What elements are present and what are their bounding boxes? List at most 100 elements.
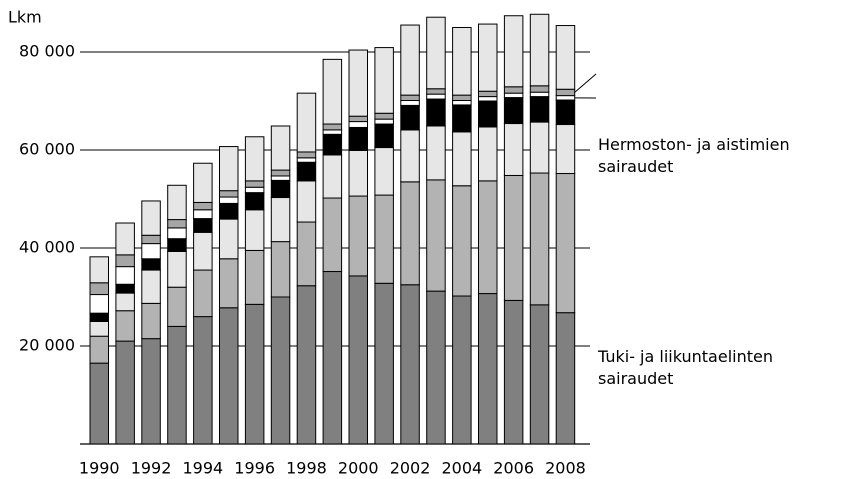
bar-segment <box>270 197 291 243</box>
bar-segment <box>193 209 213 220</box>
x-tick-label: 1990 <box>79 459 120 478</box>
bar-segment <box>219 146 239 192</box>
bar-segment <box>555 88 576 97</box>
bar-segment <box>296 151 317 159</box>
bar-segment <box>400 100 420 106</box>
bar-segment <box>89 321 109 337</box>
bar-segment <box>374 47 394 114</box>
bar-segment <box>452 185 472 297</box>
bar-segment <box>219 218 239 260</box>
bar-segment <box>167 227 187 240</box>
bar-segment <box>193 269 213 318</box>
x-tick-label: 2002 <box>390 459 431 478</box>
y-tick-label: 80 000 <box>19 42 75 61</box>
bar-segment <box>270 241 291 298</box>
legend-line: Tuki- ja liikuntaelinten <box>597 347 778 366</box>
bar-segment <box>478 100 498 128</box>
bar-segment <box>115 266 135 285</box>
bar-segment <box>426 290 446 445</box>
bar-segment <box>348 115 368 123</box>
bar-segment <box>503 92 524 99</box>
x-tick-label: 1996 <box>234 459 275 478</box>
bar-segment <box>529 13 550 87</box>
bar-segment <box>555 124 576 175</box>
bar-segment <box>296 285 317 445</box>
bar-segment <box>452 100 472 106</box>
bar-segment <box>89 294 109 314</box>
bar-segment <box>503 174 524 301</box>
bar-segment <box>193 201 213 211</box>
bar-segment <box>400 129 420 183</box>
bar-segment <box>193 162 213 203</box>
bar-segment <box>503 123 524 176</box>
bar-segment <box>167 325 187 445</box>
bar-segment <box>322 197 343 273</box>
bar-segment <box>141 269 161 304</box>
bar-segment <box>426 179 446 292</box>
bar-segment <box>141 258 161 271</box>
bar-segment <box>115 222 135 256</box>
bar-segment <box>219 190 239 198</box>
bar-segment <box>322 58 343 125</box>
bar-segment <box>322 271 343 445</box>
bar-segment <box>115 340 135 445</box>
bar-segment <box>348 195 368 277</box>
y-tick-label: 60 000 <box>19 140 75 159</box>
bar-segment <box>89 312 109 323</box>
bar-segment <box>270 175 291 181</box>
bar-segment <box>322 133 343 156</box>
bar-segment <box>167 238 187 252</box>
bar-segment <box>141 302 161 340</box>
bar-segment <box>426 88 446 95</box>
bar-segment <box>115 283 135 294</box>
y-tick-label: 40 000 <box>19 238 75 257</box>
bar-segment <box>452 104 472 133</box>
bar-segment <box>244 186 265 194</box>
bar-segment <box>348 121 368 128</box>
bar-segment <box>503 15 524 88</box>
bar-segment <box>348 49 368 117</box>
bar-segment <box>322 129 343 135</box>
bar-segment <box>348 149 368 197</box>
bar-segment <box>115 254 135 268</box>
x-tick-label: 2004 <box>441 459 482 478</box>
bar-segment <box>529 121 550 174</box>
leader-line <box>574 73 597 93</box>
bar-segment <box>478 126 498 182</box>
bar-segment <box>555 173 576 314</box>
bar-segment <box>89 335 109 364</box>
bar-segment <box>89 282 109 296</box>
bar-segment <box>296 157 317 163</box>
bar-segment <box>296 161 317 182</box>
bar-segment <box>400 284 420 445</box>
bar-segment <box>348 126 368 151</box>
bar-segment <box>478 23 498 92</box>
bar-segment <box>529 91 550 98</box>
bar-segment <box>529 172 550 306</box>
bar-segment <box>167 219 187 229</box>
bar-segment <box>529 304 550 445</box>
bar-segment <box>374 282 394 445</box>
bar-segment <box>141 338 161 445</box>
bar-segment <box>219 196 239 204</box>
bar-segment <box>374 147 394 196</box>
x-tick-label: 2000 <box>338 459 379 478</box>
bar-segment <box>296 180 317 223</box>
bar-segment <box>141 243 161 260</box>
legend-line: Hermoston- ja aistimien <box>598 135 795 154</box>
x-tick-label: 2006 <box>493 459 534 478</box>
bar-segment <box>141 234 161 245</box>
bar-segment <box>296 221 317 287</box>
bar-segment <box>478 180 498 295</box>
bar-segment <box>115 292 135 312</box>
bar-segment <box>244 136 265 182</box>
bar-segment <box>400 24 420 96</box>
bar-segment <box>426 16 446 90</box>
y-axis-label: Lkm <box>8 8 42 27</box>
bar-segment <box>478 90 498 98</box>
bar-segment <box>374 118 394 125</box>
bar-segment <box>555 25 576 90</box>
bar-segment <box>555 312 576 445</box>
bar-segment <box>89 256 109 284</box>
